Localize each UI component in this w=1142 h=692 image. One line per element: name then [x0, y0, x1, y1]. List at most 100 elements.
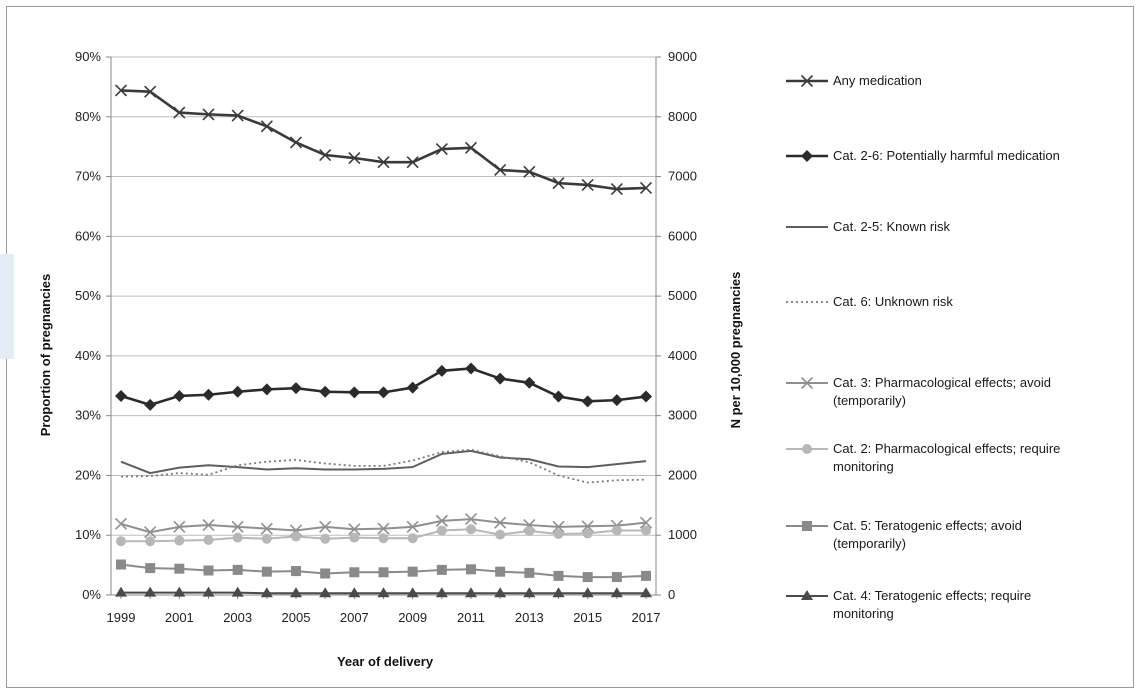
x-axis-title: Year of delivery [337, 654, 434, 669]
marker-stroke [377, 522, 390, 535]
point-marker-x [494, 163, 507, 177]
point-marker-diamond [231, 385, 244, 398]
point-marker-square [320, 568, 331, 579]
legend-label: Cat. 3: Pharmacological effects; avoid [833, 375, 1051, 390]
point-marker-diamond [435, 364, 448, 377]
marker-stroke [464, 141, 478, 154]
point-marker-diamond [406, 381, 419, 394]
marker-stroke [114, 517, 128, 530]
point-marker-diamond [202, 388, 215, 401]
point-marker-circle [116, 536, 126, 547]
point-marker-diamond [260, 383, 273, 396]
point-marker-x [348, 523, 361, 536]
x-tick-label: 2003 [223, 610, 252, 625]
point-marker-x [523, 165, 536, 178]
point-marker-x [552, 177, 565, 190]
gridlines [111, 56, 656, 536]
marker-stroke [581, 520, 594, 533]
point-marker-circle [495, 529, 506, 540]
x-tick-label: 2005 [282, 610, 311, 625]
marker-stroke [494, 163, 507, 177]
point-marker-circle [349, 532, 360, 543]
point-marker-diamond [552, 390, 565, 403]
marker-stroke [348, 523, 361, 536]
point-marker-x [800, 74, 814, 88]
point-marker-triangle [348, 587, 361, 598]
point-marker-x [406, 156, 419, 169]
point-marker-square [145, 563, 156, 574]
point-marker-circle [261, 533, 272, 544]
y-tick-label: 80% [75, 109, 101, 124]
y2-tick-label: 2000 [668, 467, 697, 482]
point-marker-circle [232, 532, 243, 543]
point-marker-x [114, 517, 128, 530]
x-tick-label: 2007 [340, 610, 369, 625]
marker-stroke [289, 136, 303, 149]
marker-stroke [464, 513, 478, 526]
legend: Any medication Cat. 2-6: Potentially harm… [786, 73, 1060, 621]
point-marker-x [319, 520, 332, 533]
marker-stroke [552, 177, 565, 190]
x-tick-label: 2013 [515, 610, 544, 625]
marker-stroke [377, 156, 390, 169]
point-marker-square [407, 566, 418, 577]
series-line [120, 518, 647, 534]
point-marker-x [494, 516, 507, 529]
point-marker-diamond [348, 386, 361, 399]
point-marker-x [552, 520, 565, 533]
point-marker-square [291, 566, 301, 577]
point-marker-x [260, 120, 273, 133]
point-marker-x [639, 516, 653, 529]
point-marker-square [641, 570, 651, 581]
marker-stroke [800, 74, 814, 88]
point-marker-x [348, 151, 361, 165]
marker-stroke [406, 520, 419, 533]
point-marker-diamond [115, 389, 127, 402]
y2-tick-label: 4000 [668, 348, 697, 363]
point-marker-triangle [523, 587, 536, 598]
y-tick-label: 10% [75, 527, 101, 542]
point-marker-x [114, 84, 128, 97]
point-marker-square [261, 566, 272, 577]
legend-label: monitoring [833, 459, 894, 474]
point-marker-x [610, 183, 623, 196]
point-marker-triangle [144, 586, 157, 597]
point-marker-triangle [435, 587, 448, 598]
marker-stroke [800, 376, 814, 390]
series-line [120, 448, 647, 484]
y-tick-label: 90% [75, 49, 101, 64]
left-edge-strip [0, 254, 14, 359]
marker-stroke [260, 522, 273, 535]
point-marker-circle [203, 535, 214, 546]
series-8 [115, 586, 652, 598]
y2-tick-label: 0 [668, 587, 675, 602]
point-marker-x [289, 136, 303, 149]
axes [106, 56, 661, 599]
legend-label: Cat. 6: Unknown risk [833, 294, 953, 309]
legend-item-5: Cat. 3: Pharmacological effects; avoid (t… [786, 375, 1051, 408]
series-3 [120, 449, 647, 475]
point-marker-square [582, 572, 593, 583]
marker-stroke [639, 181, 653, 194]
series-6 [116, 524, 651, 547]
point-marker-triangle [173, 586, 186, 597]
point-marker-square [802, 521, 812, 531]
point-marker-x [231, 109, 244, 122]
y-tick-label: 60% [75, 228, 101, 243]
point-marker-triangle [202, 586, 215, 597]
x-tick-label: 2011 [457, 610, 485, 625]
point-marker-diamond [523, 376, 536, 389]
point-marker-circle [582, 528, 593, 539]
y-tick-label: 0% [82, 587, 101, 602]
point-marker-triangle [319, 587, 332, 598]
point-marker-square [232, 564, 243, 575]
point-marker-x [231, 520, 244, 533]
marker-stroke [435, 142, 448, 156]
point-marker-x [173, 106, 186, 119]
legend-label: monitoring [833, 606, 894, 621]
point-marker-triangle [610, 587, 623, 598]
point-marker-x [464, 513, 478, 526]
marker-stroke [231, 520, 244, 533]
y-axis-title: Proportion of pregnancies [38, 274, 53, 437]
y2-tick-label: 1000 [668, 527, 697, 542]
